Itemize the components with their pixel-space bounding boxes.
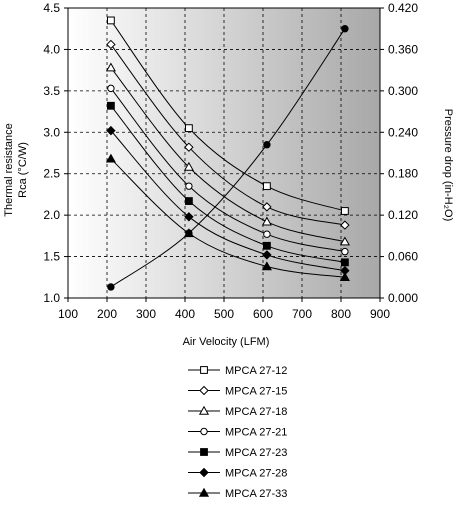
x-tick-label: 500 <box>214 307 234 321</box>
data-point <box>185 197 193 205</box>
x-tick-label: 400 <box>175 307 195 321</box>
x-tick-label: 600 <box>253 307 273 321</box>
y-axis-right: 0.000 0.060 0.120 0.180 0.240 0.300 0.360 0.420 <box>380 1 418 305</box>
y-right-tick-label: 0.300 <box>388 84 418 98</box>
legend-marker <box>198 405 210 415</box>
data-point <box>339 272 350 281</box>
series-markers <box>105 16 350 291</box>
x-tick-label: 200 <box>97 307 117 321</box>
y-right-tick-label: 0.240 <box>388 125 418 139</box>
y-left-tick-label: 1.0 <box>43 291 60 305</box>
series-line <box>110 88 346 253</box>
y-left-tick-label: 2.5 <box>43 167 60 181</box>
x-tick-label: 900 <box>370 307 390 321</box>
data-point <box>107 16 115 25</box>
legend-label: MPCA 27-21 <box>225 427 287 439</box>
y-left-tick-label: 1.5 <box>43 250 60 264</box>
y-right-tick-label: 0.120 <box>388 208 418 222</box>
data-point <box>184 212 194 222</box>
x-axis-title: Air Velocity (LFM) <box>183 336 270 348</box>
series-line <box>110 130 345 272</box>
series-lines <box>110 20 346 288</box>
data-point <box>183 161 194 171</box>
legend-marker <box>200 366 208 374</box>
data-point <box>105 62 116 72</box>
y-right-tick-label: 0.360 <box>388 42 418 56</box>
legend-marker <box>199 385 209 396</box>
legend-label: MPCA 27-18 <box>225 406 287 418</box>
pressure-drop-point <box>263 141 271 149</box>
data-point <box>262 202 272 212</box>
data-point <box>261 261 272 271</box>
data-point <box>341 258 349 267</box>
series-line <box>110 20 346 212</box>
data-point <box>107 84 115 93</box>
legend-label: MPCA 27-15 <box>225 386 287 398</box>
series-line <box>110 158 345 278</box>
legend: MPCA 27-12 MPCA 27-15 MPCA 27-18 MPCA 27-21… <box>188 365 287 500</box>
pressure-drop-line <box>110 28 346 288</box>
data-point <box>263 230 271 238</box>
data-point <box>185 182 193 190</box>
legend-marker <box>200 448 208 456</box>
legend-label: MPCA 27-12 <box>225 365 287 377</box>
data-point <box>261 216 272 226</box>
legend-marker <box>200 427 208 436</box>
y-axis-left-title-line2: Rca (°C/W) <box>17 142 29 198</box>
y-right-tick-label: 0.180 <box>388 167 418 181</box>
legend-label: MPCA 27-23 <box>225 447 287 459</box>
legend-marker <box>199 467 209 478</box>
data-point <box>341 207 349 215</box>
x-tick-label: 300 <box>136 307 156 321</box>
data-point <box>185 124 193 133</box>
x-tick-label: 800 <box>331 307 351 321</box>
data-point <box>105 153 116 163</box>
pressure-drop-point <box>107 283 115 291</box>
data-point <box>263 182 271 191</box>
y-left-tick-label: 4.5 <box>43 1 60 15</box>
x-axis: 100 200 300 400 500 600 700 800 900 <box>58 298 390 321</box>
y-left-tick-label: 2.0 <box>43 208 60 222</box>
data-point <box>262 250 272 260</box>
data-point <box>106 125 116 136</box>
y-left-tick-label: 3.5 <box>43 84 60 98</box>
y-axis-left: 1.0 1.5 2.0 2.5 3.0 3.5 4.0 4.5 <box>43 1 68 305</box>
y-right-tick-label: 0.420 <box>388 1 418 15</box>
data-point <box>339 236 350 246</box>
data-point <box>107 101 115 110</box>
y-axis-right-title: Pressure drop (in-H₂O) <box>442 109 454 221</box>
data-point <box>184 142 194 152</box>
x-tick-label: 100 <box>58 307 78 321</box>
legend-label: MPCA 27-28 <box>225 468 287 480</box>
y-left-tick-label: 3.0 <box>43 125 60 139</box>
y-axis-left-title-line1: Thermal resistance <box>3 123 15 217</box>
data-point <box>106 39 116 50</box>
legend-label: MPCA 27-33 <box>225 488 287 500</box>
data-point <box>341 247 349 256</box>
legend-marker <box>198 487 210 497</box>
pressure-drop-point <box>185 229 193 237</box>
data-point <box>340 220 350 230</box>
series-line <box>110 67 346 243</box>
x-tick-label: 700 <box>292 307 312 321</box>
series-line <box>110 44 346 226</box>
series-line <box>110 105 346 263</box>
y-right-tick-label: 0.000 <box>388 291 418 305</box>
pressure-drop-point <box>341 25 349 33</box>
data-point <box>263 241 271 250</box>
grid <box>68 8 380 298</box>
y-right-tick-label: 0.060 <box>388 250 418 264</box>
y-left-tick-label: 4.0 <box>43 42 60 56</box>
